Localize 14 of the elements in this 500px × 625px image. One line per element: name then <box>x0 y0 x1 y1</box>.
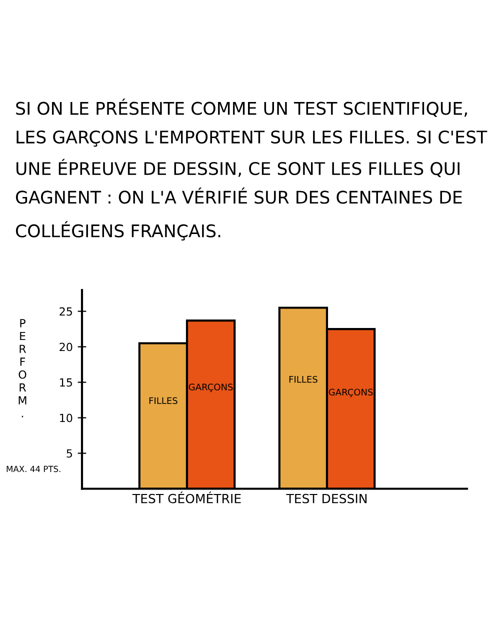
y-tick-label: 25 <box>60 307 72 316</box>
y-tick-label: 20 <box>60 342 72 352</box>
chart-title: SI ON LE PRÉSENTE COMME UN TEST SCIENTIFIQUE, LES GARÇONS L'EMPORTENT SUR LES FILLES. SI C'EST UNE ÉPREUVE DE DESSIN, CE SONT LES FILLES QUI GAGNENT : ON L'A VÉRIFIÉ SUR DES CENTAINES DE COLLÉGIENS FRANÇAIS. <box>16 98 488 241</box>
text: GARÇONS <box>328 388 373 398</box>
series-label: GARÇONS <box>188 384 233 392</box>
series-label: FILLES <box>149 397 178 404</box>
x-tick-label: TEST GÉOMÉTRIE <box>132 492 241 504</box>
y-axis-title: PERFORM. <box>18 319 26 418</box>
y-tick-label: 10 <box>60 414 72 422</box>
text: MAX. 44 PTS. <box>6 466 60 472</box>
y-tick-label: 15 <box>60 378 72 387</box>
y-tick-label: 5 <box>66 449 72 458</box>
x-tick-label: TEST DESSIN <box>286 494 367 504</box>
text: FILLES <box>289 376 318 383</box>
